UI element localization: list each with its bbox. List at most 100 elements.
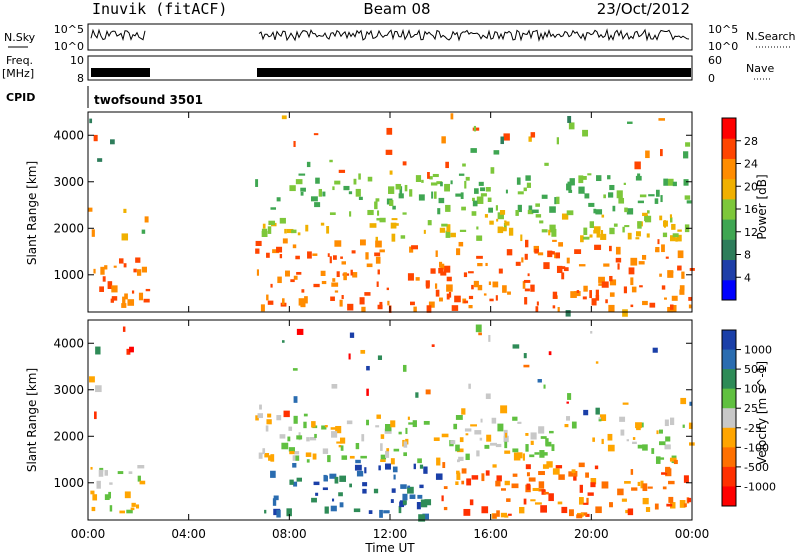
heatmap-cell [484,214,488,218]
heatmap-cell [323,474,327,482]
heatmap-cell [545,441,552,447]
heatmap-cell [605,299,608,304]
heatmap-cell [431,344,435,347]
heatmap-cell [511,483,519,489]
heatmap-cell [425,389,431,395]
heatmap-cell [267,413,272,418]
heatmap-cell [375,425,380,428]
heatmap-cell [429,176,433,180]
heatmap-cell [276,415,282,421]
heatmap-cell [289,451,295,455]
heatmap-cell [293,415,298,424]
heatmap-cell [398,431,402,435]
heatmap-cell [582,175,587,180]
heatmap-cell [306,437,310,442]
heatmap-cell [266,252,270,258]
heatmap-cell [664,419,669,427]
heatmap-cell [99,286,105,292]
heatmap-cell [130,507,135,511]
heatmap-cell [348,353,351,360]
colorbar-tick-label: 25 [744,402,758,415]
heatmap-cell [642,300,648,306]
heatmap-cell [637,200,644,204]
heatmap-cell [486,434,492,442]
heatmap-cell [496,475,502,482]
heatmap-cell [366,365,370,371]
colorbar-tick-label: 16 [744,203,758,216]
heatmap-cell [265,425,269,432]
heatmap-cell [593,226,601,231]
heatmap-cell [476,450,480,457]
heatmap-cell [637,481,641,486]
heatmap-cell [517,204,522,213]
heatmap-cell [663,220,668,227]
heatmap-cell [506,249,513,256]
heatmap-cell [398,505,402,514]
heatmap-cell [359,239,366,246]
heatmap-cell [99,467,104,472]
noise-tick-right-low: 10^0 [708,40,738,53]
heatmap-cell [523,364,530,368]
heatmap-cell [519,506,525,514]
heatmap-cell [645,507,651,512]
heatmap-cell [664,297,667,300]
heatmap-cell [638,261,645,265]
heatmap-cell [496,218,499,222]
heatmap-cell [281,442,289,450]
heatmap-cell [500,488,506,491]
freq-label: Freq. [6,54,33,67]
heatmap-cell [578,186,585,194]
heatmap-cell [312,453,317,460]
heatmap-cell [484,444,490,449]
colorbar-tick-label: -500 [744,461,769,474]
heatmap-cell [329,159,333,163]
heatmap-cell [411,245,419,250]
heatmap-cell [441,136,446,144]
colorbar-swatch [722,239,736,261]
heatmap-cell [459,229,467,232]
heatmap-cell [635,237,640,240]
heatmap-cell [277,276,282,284]
heatmap-cell [407,416,410,420]
heatmap-cell [595,361,599,364]
cpid-value: twofsound 3501 [94,93,203,107]
heatmap-cell [551,444,555,452]
heatmap-cell [255,248,260,254]
heatmap-cell [645,215,652,223]
heatmap-cell [566,183,572,191]
heatmap-cell [683,151,689,159]
heatmap-cell [631,487,638,491]
freq-panel: Freq. [MHz] 10 8 60 0 Nave [2,54,774,85]
heatmap-cell [403,441,408,448]
power-y-axis-label: Slant Range [km] [25,161,39,265]
heatmap-cell [295,179,303,185]
colorbar-swatch [722,427,736,448]
heatmap-cell [353,508,361,513]
heatmap-cell [137,465,145,469]
heatmap-cell [468,304,473,309]
heatmap-cell [666,503,673,507]
heatmap-cell [603,263,610,267]
heatmap-cell [90,466,93,470]
heatmap-cell [365,252,369,260]
heatmap-cell [375,236,379,243]
heatmap-cell [525,432,529,436]
heatmap-cell [124,293,128,300]
heatmap-cell [554,197,557,205]
heatmap-cell [334,290,339,293]
heatmap-cell [392,205,396,210]
heatmap-cell [266,419,272,425]
heatmap-cell [523,279,531,283]
heatmap-cell [375,240,382,248]
heatmap-cell [632,437,636,440]
heatmap-cell [313,133,319,136]
heatmap-cell [292,368,298,371]
heatmap-cell [684,195,691,200]
heatmap-cell [634,161,641,170]
heatmap-cell [473,280,479,288]
heatmap-cell [119,510,125,514]
colorbar-frame [721,329,737,507]
heatmap-cell [492,464,497,468]
heatmap-cell [483,293,487,296]
heatmap-cell [538,471,545,476]
